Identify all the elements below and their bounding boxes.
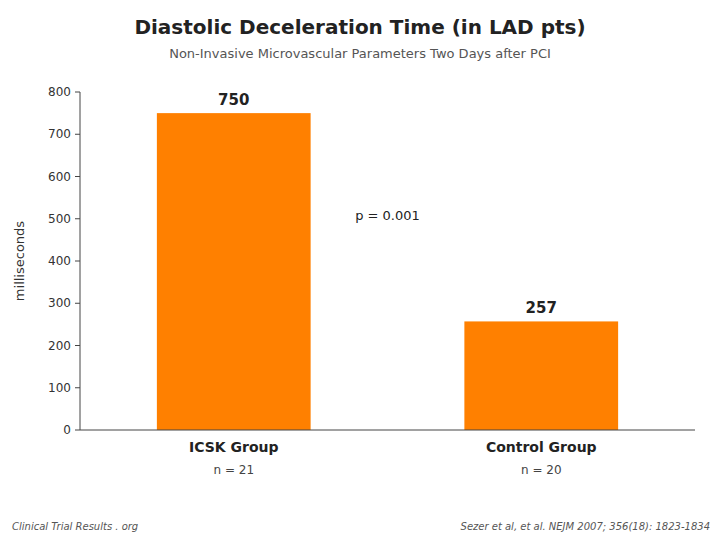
source: Sezer et al, et al. NEJM 2007; 356(18): … — [461, 521, 710, 532]
x-tick-label: Control Group — [486, 439, 597, 455]
footer: Clinical Trial Results . org — [12, 521, 138, 532]
bars — [157, 113, 618, 430]
title: Diastolic Deceleration Time (in LAD pts) — [134, 15, 585, 39]
y-axis-label: milliseconds — [12, 221, 27, 301]
y-tick-label: 200 — [48, 339, 71, 353]
x-axis-line — [80, 430, 695, 431]
y-tick — [75, 261, 80, 262]
y-tick — [75, 345, 80, 346]
y-tick-label: 100 — [48, 381, 71, 395]
y-tick-label: 500 — [48, 212, 71, 226]
chart-container: Diastolic Deceleration Time (in LAD pts)… — [0, 0, 720, 540]
y-tick — [75, 218, 80, 219]
chart-svg: Diastolic Deceleration Time (in LAD pts)… — [0, 0, 720, 540]
y-tick — [75, 387, 80, 388]
bar — [157, 113, 311, 430]
y-tick — [75, 176, 80, 177]
y-tick-label: 400 — [48, 254, 71, 268]
y-tick-label: 700 — [48, 127, 71, 141]
data-label: 257 — [526, 299, 557, 317]
y-axis: 0 100 200 300 400 500 600 700 800 — [48, 85, 80, 437]
y-tick — [75, 430, 80, 431]
y-tick-label: 800 — [48, 85, 71, 99]
data-label: 750 — [218, 91, 249, 109]
y-tick-label: 600 — [48, 170, 71, 184]
y-tick — [75, 92, 80, 93]
y-tick-label: 0 — [63, 423, 71, 437]
y-tick-label: 300 — [48, 296, 71, 310]
x-tick-label: ICSK Group — [189, 439, 279, 455]
annotation: p = 0.001 — [355, 208, 420, 223]
y-tick — [75, 303, 80, 304]
y-tick — [75, 134, 80, 135]
n-label: n = 20 — [521, 463, 562, 477]
n-label: n = 21 — [213, 463, 254, 477]
bar — [464, 321, 618, 430]
y-axis-line — [80, 92, 81, 430]
subtitle: Non-Invasive Microvascular Parameters Tw… — [169, 46, 551, 61]
